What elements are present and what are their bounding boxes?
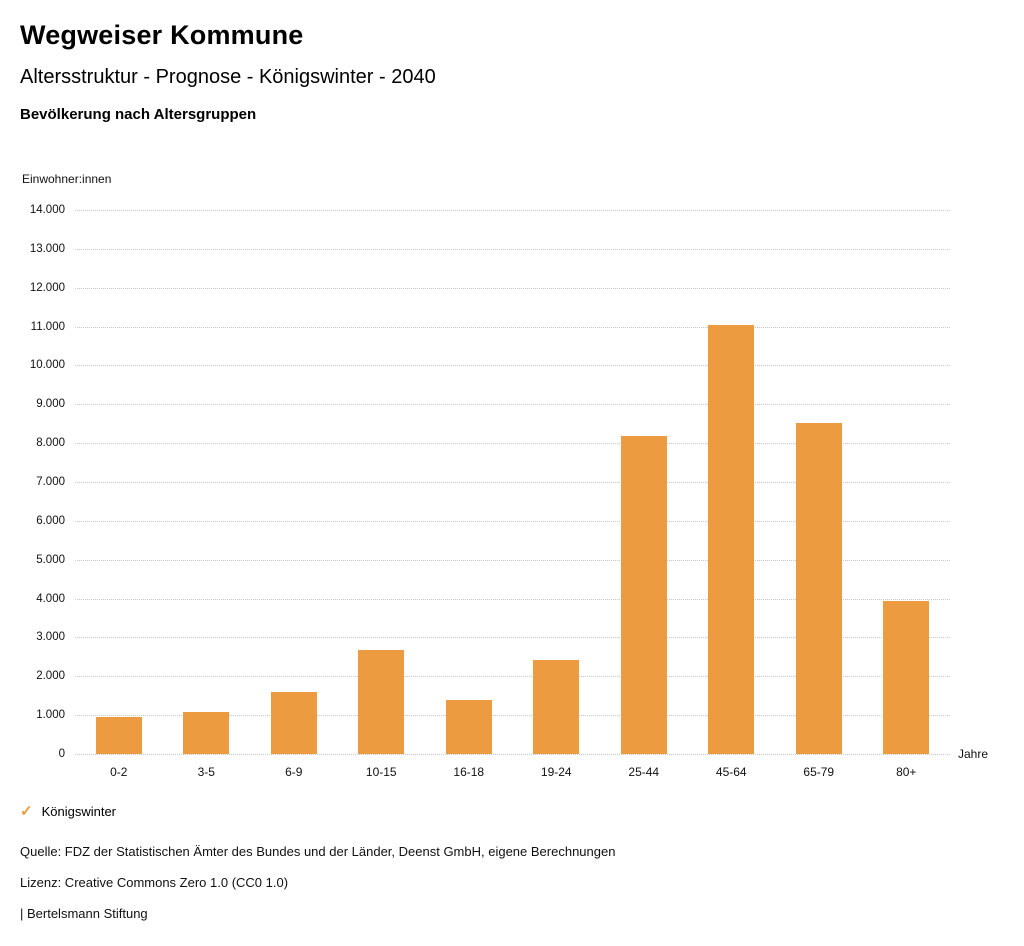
gridline (75, 443, 950, 445)
x-tick-label: 3-5 (197, 765, 215, 779)
gridline (75, 404, 950, 406)
chart-title: Bevölkerung nach Altersgruppen (20, 106, 257, 123)
gridline (75, 637, 950, 639)
y-tick-label: 5.000 (36, 553, 65, 566)
gridline (75, 365, 950, 367)
bar-slot (600, 436, 688, 754)
gridline (75, 326, 950, 328)
license-text: Lizenz: Creative Commons Zero 1.0 (CC0 1… (20, 875, 289, 890)
bar-chart-plot-area: 0 1.000 2.000 3.000 4.000 5.000 6.000 7.000 8.00… (30, 204, 950, 760)
x-axis-labels: 0-2 3-5 6-9 10-15 16-18 19-24 25-44 45-64 65-79 8… (75, 765, 950, 779)
gridline (75, 520, 950, 522)
y-tick-label: 13.000 (29, 242, 65, 255)
gridline (75, 559, 950, 561)
bar-slot (75, 717, 163, 754)
gridline (75, 598, 950, 600)
y-tick-label: 14.000 (29, 204, 65, 216)
y-tick-label: 9.000 (36, 398, 65, 411)
x-tick-label: 10-15 (365, 765, 397, 779)
y-tick-label: 4.000 (36, 592, 65, 605)
x-tick-label: 65-79 (803, 765, 835, 779)
bar-slot (688, 325, 776, 754)
y-tick-label: 7.000 (36, 476, 65, 488)
bar-slot (425, 699, 513, 754)
x-tick-label: 16-18 (453, 765, 485, 779)
y-axis-title: Einwohner:innen (22, 172, 112, 186)
bars-row (75, 210, 950, 754)
y-tick-label: 1.000 (36, 709, 65, 722)
bar-slot (250, 691, 338, 754)
gridline (75, 482, 950, 483)
bar-45-64[interactable] (708, 325, 755, 754)
gridline (75, 754, 950, 755)
gridline (75, 676, 950, 678)
bar-65-79[interactable] (795, 423, 842, 754)
gridline (75, 715, 950, 717)
y-tick-label: 11.000 (30, 320, 65, 333)
x-tick-label: 45-64 (715, 765, 747, 779)
y-tick-label: 0 (58, 748, 65, 760)
app-title: Wegweiser Kommune (20, 20, 304, 50)
x-tick-label: 6-9 (285, 765, 303, 779)
y-tick-label: 6.000 (36, 514, 65, 527)
bar-10-15[interactable] (358, 650, 405, 754)
x-tick-label: 0-2 (110, 765, 128, 779)
gridline (75, 287, 950, 289)
bar-3-5[interactable] (183, 712, 230, 754)
bar-6-9[interactable] (270, 691, 317, 754)
bar-slot (863, 601, 951, 754)
x-tick-label: 80+ (896, 765, 917, 779)
bar-slot (513, 659, 601, 754)
bar-0-2[interactable] (95, 717, 142, 754)
bar-25-44[interactable] (620, 436, 667, 754)
chart-subtitle: Altersstruktur - Prognose - Königswinter… (20, 66, 436, 88)
y-tick-label: 12.000 (29, 281, 65, 294)
source-text: Quelle: FDZ der Statistischen Ämter des … (20, 844, 616, 859)
gridline (75, 248, 950, 250)
y-tick-label: 2.000 (36, 670, 65, 683)
x-axis-title: Jahre (958, 747, 989, 761)
legend-item-koenigswinter[interactable]: ✓ Königswinter (20, 804, 116, 819)
legend-label: Königswinter (41, 804, 117, 819)
bar-slot (338, 650, 426, 754)
attribution-text: | Bertelsmann Stiftung (20, 906, 148, 921)
checkmark-icon: ✓ (20, 803, 33, 820)
bar-19-24[interactable] (533, 659, 580, 754)
bar-slot (163, 712, 251, 754)
bar-slot (775, 423, 863, 754)
x-tick-label: 25-44 (628, 765, 660, 779)
y-tick-label: 3.000 (36, 631, 65, 644)
y-tick-label: 8.000 (36, 437, 65, 450)
bar-80+[interactable] (883, 601, 930, 754)
gridline (75, 210, 950, 211)
bar-16-18[interactable] (445, 699, 492, 754)
x-tick-label: 19-24 (540, 765, 572, 779)
y-tick-label: 10.000 (29, 359, 65, 372)
